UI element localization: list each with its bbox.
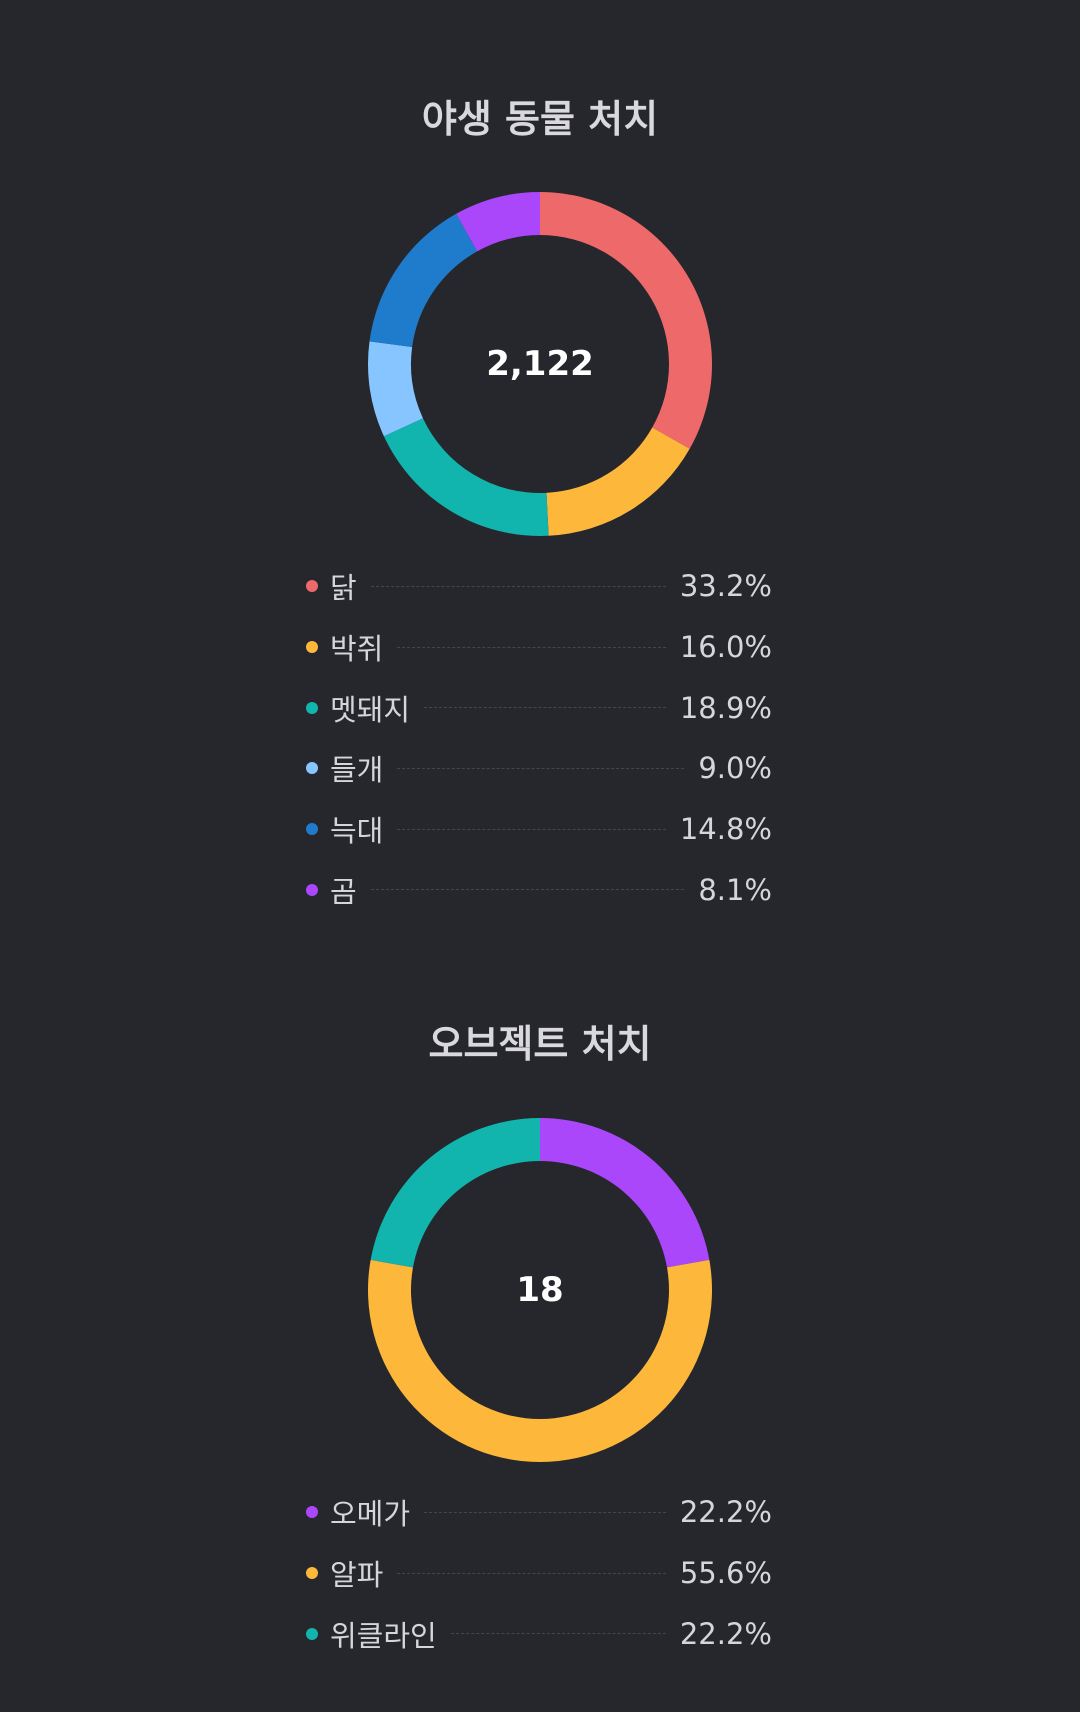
legend-color-dot-icon (306, 701, 318, 714)
legend-label: 들개 (330, 753, 384, 788)
legend-leader-line (370, 889, 685, 891)
legend-value: 16.0% (679, 630, 772, 665)
legend-value: 33.2% (679, 569, 772, 604)
legend-color-dot-icon (306, 580, 318, 593)
legend-value: 9.0% (698, 751, 772, 786)
legend-color-dot-icon (306, 823, 318, 836)
legend-value: 18.9% (679, 690, 772, 725)
wildlife-kills-donut: 2,122 (368, 192, 712, 536)
legend-leader-line (450, 1633, 666, 1635)
donut-slice[interactable] (368, 341, 423, 437)
legend-label: 멧돼지 (330, 692, 411, 727)
legend-color-dot-icon (306, 1506, 318, 1519)
legend-label: 위클라인 (330, 1618, 437, 1653)
legend-label: 박쥐 (330, 632, 384, 667)
donut-slice[interactable] (540, 1118, 710, 1268)
object-kills-donut: 18 (367, 1118, 712, 1462)
donut-center-total: 18 (516, 1270, 563, 1310)
chart-title: 야생 동물 처치 (421, 97, 659, 141)
legend-leader-line (424, 707, 666, 709)
legend-item[interactable]: 위클라인 22.2% (306, 1603, 772, 1664)
legend-item[interactable]: 멧돼지 18.9% (306, 677, 772, 738)
legend-label: 곰 (330, 874, 357, 909)
legend-value: 14.8% (679, 812, 772, 847)
legend-color-dot-icon (306, 883, 318, 896)
donut-slice[interactable] (540, 192, 712, 449)
object-kills-legend: 오메가 22.2% 알파 55.6% 위클라인 22.2% (306, 1482, 772, 1664)
legend-color-dot-icon (306, 1627, 318, 1640)
legend-item[interactable]: 알파 55.6% (306, 1543, 772, 1604)
legend-leader-line (397, 828, 666, 830)
legend-leader-line (397, 1572, 666, 1574)
donut-slice[interactable] (456, 192, 540, 252)
wildlife-kills-legend: 닭 33.2% 박쥐 16.0% 멧돼지 18.9% 들개 9.0% 늑대 14.8% 곰 8.1% (306, 556, 772, 920)
legend-item[interactable]: 곰 8.1% (306, 859, 772, 920)
legend-item[interactable]: 오메가 22.2% (306, 1482, 772, 1543)
donut-slice[interactable] (369, 213, 478, 348)
chart-title: 오브젝트 처치 (428, 1022, 652, 1066)
legend-label: 닭 (330, 571, 357, 606)
legend-leader-line (397, 646, 666, 648)
legend-color-dot-icon (306, 641, 318, 654)
legend-leader-line (424, 1511, 666, 1513)
donut-slice[interactable] (546, 427, 690, 536)
donut-center-total: 2,122 (486, 344, 594, 384)
legend-label: 늑대 (330, 814, 384, 849)
donut-slice[interactable] (383, 418, 549, 536)
legend-value: 8.1% (698, 872, 772, 907)
donut-slice[interactable] (367, 1259, 712, 1462)
legend-leader-line (397, 767, 685, 769)
legend-leader-line (370, 585, 666, 587)
legend-color-dot-icon (306, 762, 318, 775)
legend-label: 알파 (330, 1558, 384, 1593)
legend-value: 22.2% (679, 1495, 772, 1530)
legend-label: 오메가 (330, 1497, 411, 1532)
legend-item[interactable]: 늑대 14.8% (306, 799, 772, 860)
legend-value: 22.2% (679, 1616, 772, 1651)
legend-item[interactable]: 박쥐 16.0% (306, 617, 772, 678)
legend-value: 55.6% (679, 1556, 772, 1591)
donut-slice[interactable] (370, 1118, 540, 1268)
legend-item[interactable]: 닭 33.2% (306, 556, 772, 617)
legend-color-dot-icon (306, 1567, 318, 1580)
legend-item[interactable]: 들개 9.0% (306, 738, 772, 799)
